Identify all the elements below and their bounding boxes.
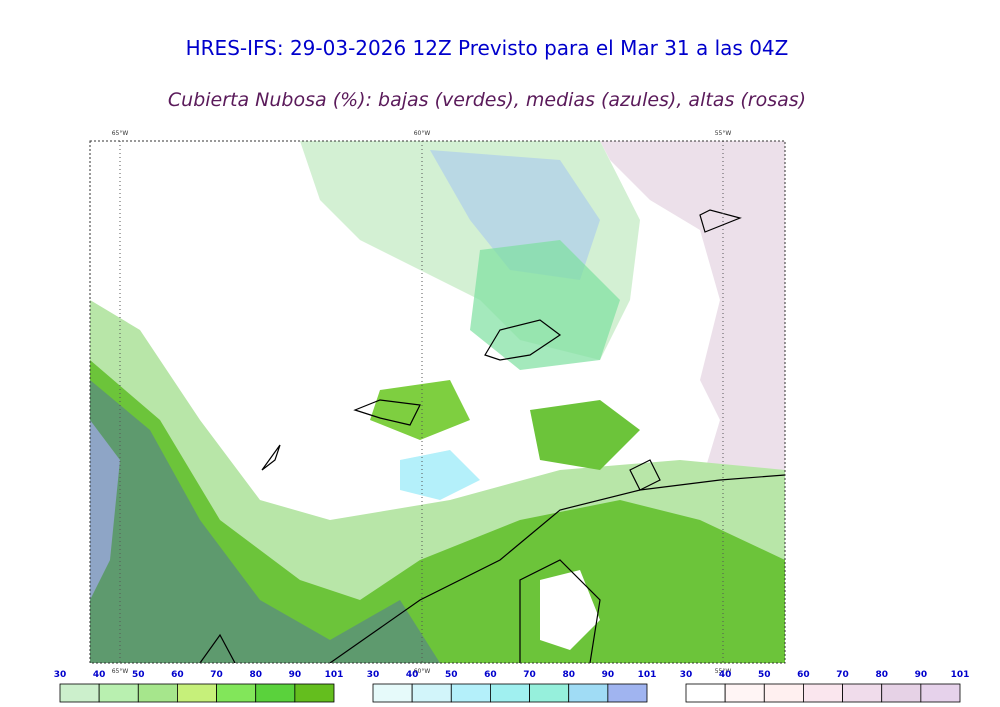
legend-label: 70 <box>836 670 849 680</box>
legend-swatch <box>294 683 335 703</box>
legend-label: 60 <box>484 670 497 680</box>
legend-label: 40 <box>93 670 106 680</box>
legend-label: 50 <box>758 670 771 680</box>
legend-swatch <box>59 683 100 703</box>
legend-label: 101 <box>951 670 970 680</box>
legend-swatch <box>842 683 883 703</box>
legend-swatch <box>450 683 491 703</box>
legend-label: 90 <box>602 670 615 680</box>
legend-label: 101 <box>325 670 344 680</box>
legend-swatch <box>607 683 648 703</box>
legends: 30 40 50 60 70 80 90 101 30 40 50 60 70 80 90 101 30 40 50… <box>54 670 970 703</box>
legend-swatch <box>98 683 139 703</box>
legend-swatch <box>881 683 922 703</box>
legend-swatch <box>685 683 726 703</box>
legend-label: 101 <box>638 670 657 680</box>
legend-swatch <box>920 683 961 703</box>
title: HRES-IFS: 29-03-2026 12Z Previsto para e… <box>186 36 789 60</box>
lon-label: 55°W <box>715 668 732 675</box>
legend-swatch <box>529 683 570 703</box>
legend-swatch <box>255 683 296 703</box>
legend-label: 30 <box>367 670 380 680</box>
map <box>90 141 785 663</box>
legend-label: 30 <box>54 670 67 680</box>
legend-label: 90 <box>915 670 928 680</box>
legend-swatch <box>177 683 217 703</box>
legend-label: 60 <box>171 670 184 680</box>
lon-label: 60°W <box>414 668 431 675</box>
lon-label: 55°W <box>715 130 732 137</box>
legend-swatch <box>411 683 452 703</box>
legend-label: 50 <box>445 670 458 680</box>
legend-swatch <box>137 683 178 703</box>
legend-swatch <box>372 683 413 703</box>
legend-label: 80 <box>875 670 888 680</box>
legend-swatch <box>216 683 257 703</box>
legend-label: 70 <box>210 670 223 680</box>
legend-swatch <box>568 683 609 703</box>
legend-swatch <box>763 683 804 703</box>
legend-label: 40 <box>406 670 419 680</box>
legend-label: 90 <box>289 670 302 680</box>
map-frame <box>89 140 786 664</box>
legend-swatch <box>803 683 843 703</box>
legend-label: 40 <box>719 670 732 680</box>
legend-label: 70 <box>523 670 536 680</box>
legend-swatch <box>724 683 765 703</box>
legend-label: 30 <box>680 670 693 680</box>
legend-swatch <box>490 683 530 703</box>
lon-label: 65°W <box>112 668 129 675</box>
lon-label: 60°W <box>414 130 431 137</box>
legend-label: 50 <box>132 670 145 680</box>
lon-label: 65°W <box>112 130 129 137</box>
legend-label: 80 <box>249 670 262 680</box>
legend-label: 80 <box>562 670 575 680</box>
legend-label: 60 <box>797 670 810 680</box>
subtitle: Cubierta Nubosa (%): bajas (verdes), med… <box>168 89 806 111</box>
